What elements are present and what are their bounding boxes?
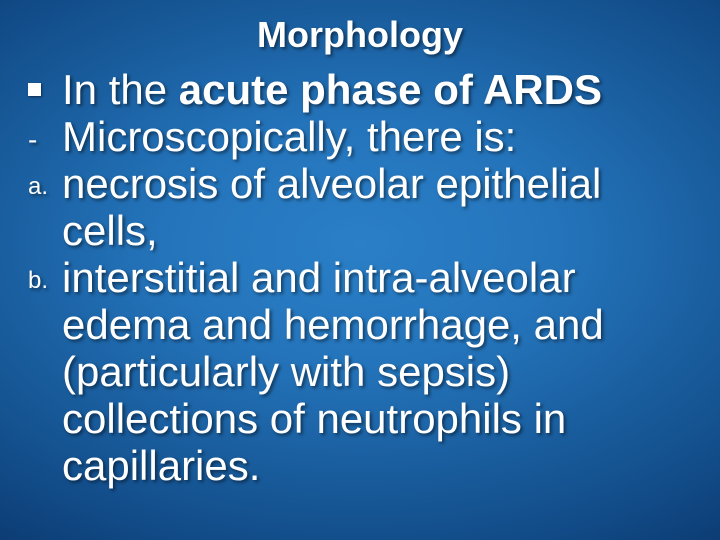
- slide-title: Morphology: [28, 14, 692, 56]
- body-line: In the acute phase of ARDS: [28, 66, 692, 113]
- body-line: b. interstitial and intra-alveolar edema…: [28, 254, 692, 489]
- text-prefix: In the: [62, 66, 179, 113]
- body-text: Microscopically, there is:: [62, 113, 692, 160]
- bullet-dash-icon: -: [28, 113, 62, 155]
- body-text: In the acute phase of ARDS: [62, 66, 692, 113]
- bullet-letter: b.: [28, 254, 62, 295]
- body-text: necrosis of alveolar epithelial cells,: [62, 160, 692, 254]
- slide: Morphology In the acute phase of ARDS - …: [0, 0, 720, 540]
- body-line: - Microscopically, there is:: [28, 113, 692, 160]
- bullet-square-icon: [28, 66, 62, 101]
- bullet-square-glyph: [28, 83, 41, 96]
- body-text: interstitial and intra-alveolar edema an…: [62, 254, 692, 489]
- bullet-letter: a.: [28, 160, 62, 201]
- body-line: a. necrosis of alveolar epithelial cells…: [28, 160, 692, 254]
- text-bold: acute phase of ARDS: [179, 66, 602, 113]
- slide-body: In the acute phase of ARDS - Microscopic…: [28, 66, 692, 489]
